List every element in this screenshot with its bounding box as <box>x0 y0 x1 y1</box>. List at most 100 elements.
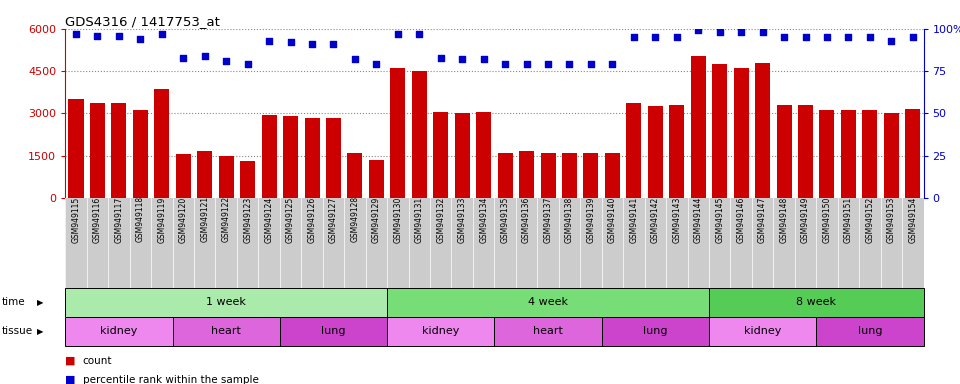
Bar <box>497 153 513 198</box>
Bar <box>65 317 173 346</box>
Point <box>197 53 212 59</box>
Bar <box>433 112 448 198</box>
Point <box>712 29 728 35</box>
Point <box>584 61 599 67</box>
Point <box>605 61 620 67</box>
Bar <box>176 154 191 198</box>
Text: lung: lung <box>643 326 667 336</box>
Bar <box>155 89 169 198</box>
Bar <box>412 71 427 198</box>
Bar <box>884 113 899 198</box>
Bar <box>387 317 494 346</box>
Text: ▶: ▶ <box>36 298 43 307</box>
Text: 8 week: 8 week <box>796 297 836 308</box>
Point <box>219 58 234 64</box>
Text: kidney: kidney <box>744 326 781 336</box>
Bar <box>326 118 341 198</box>
Bar <box>777 105 792 198</box>
Text: 4 week: 4 week <box>528 297 568 308</box>
Text: lung: lung <box>322 326 346 336</box>
Bar <box>709 288 924 317</box>
Point <box>454 56 469 62</box>
Point <box>90 33 106 39</box>
Bar <box>519 151 534 198</box>
Bar <box>304 118 320 198</box>
Bar <box>841 111 856 198</box>
Bar <box>68 99 84 198</box>
Text: kidney: kidney <box>100 326 137 336</box>
Point <box>476 56 492 62</box>
Point <box>348 56 363 62</box>
Point <box>325 41 341 47</box>
Bar <box>691 56 706 198</box>
Point <box>648 34 663 40</box>
Bar <box>562 153 577 198</box>
Bar <box>648 106 662 198</box>
Text: count: count <box>83 356 112 366</box>
Bar <box>262 115 276 198</box>
Point <box>562 61 577 67</box>
Bar <box>348 153 363 198</box>
Text: kidney: kidney <box>422 326 460 336</box>
Bar <box>602 317 708 346</box>
Point <box>905 34 921 40</box>
Point <box>733 29 749 35</box>
Bar <box>280 317 387 346</box>
Bar <box>283 116 298 198</box>
Bar <box>391 68 405 198</box>
Bar <box>219 156 233 198</box>
Bar <box>584 153 598 198</box>
Text: percentile rank within the sample: percentile rank within the sample <box>83 375 258 384</box>
Text: tissue: tissue <box>2 326 33 336</box>
Bar <box>816 317 924 346</box>
Bar <box>820 111 834 198</box>
Point <box>883 38 899 44</box>
Bar <box>669 105 684 198</box>
Bar <box>240 161 255 198</box>
Bar <box>712 64 727 198</box>
Bar <box>111 103 127 198</box>
Point <box>669 34 684 40</box>
Text: heart: heart <box>533 326 563 336</box>
Point <box>798 34 813 40</box>
Text: 1 week: 1 week <box>206 297 246 308</box>
Point <box>304 41 320 47</box>
Point <box>132 36 148 42</box>
Bar <box>626 103 641 198</box>
Point <box>433 55 448 61</box>
Bar <box>132 111 148 198</box>
Point <box>68 31 84 37</box>
Point <box>155 31 170 37</box>
Point <box>240 61 255 67</box>
Point <box>412 31 427 37</box>
Point <box>841 34 856 40</box>
Point <box>111 33 127 39</box>
Bar <box>65 288 387 317</box>
Text: ■: ■ <box>65 375 80 384</box>
Bar <box>798 105 813 198</box>
Bar <box>756 63 770 198</box>
Point <box>777 34 792 40</box>
Bar <box>862 111 877 198</box>
Bar <box>387 288 708 317</box>
Bar <box>605 153 620 198</box>
Bar <box>369 160 384 198</box>
Text: ▶: ▶ <box>36 327 43 336</box>
Bar <box>540 153 556 198</box>
Point <box>176 55 191 61</box>
Text: time: time <box>2 297 26 308</box>
Bar <box>476 112 492 198</box>
Point <box>755 29 770 35</box>
Point <box>369 61 384 67</box>
Text: ■: ■ <box>65 356 80 366</box>
Bar <box>494 317 602 346</box>
Bar <box>455 113 469 198</box>
Point <box>540 61 556 67</box>
Bar <box>90 103 105 198</box>
Point <box>819 34 834 40</box>
Point <box>519 61 535 67</box>
Point <box>390 31 405 37</box>
Text: GDS4316 / 1417753_at: GDS4316 / 1417753_at <box>65 15 220 28</box>
Bar <box>173 317 280 346</box>
Point <box>626 34 641 40</box>
